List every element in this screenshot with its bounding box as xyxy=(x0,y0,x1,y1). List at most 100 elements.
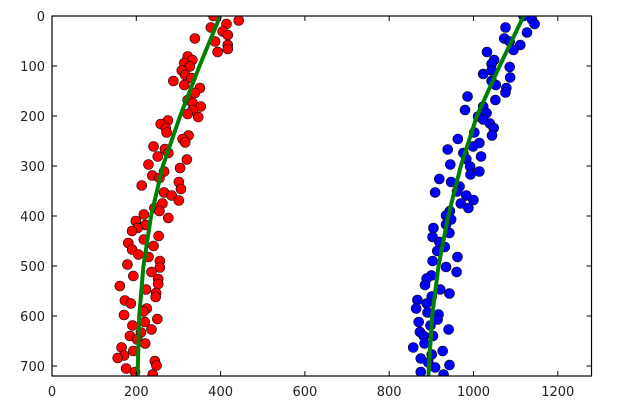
data-point xyxy=(148,240,159,252)
data-point xyxy=(451,266,462,278)
data-point xyxy=(468,194,479,206)
data-point xyxy=(179,137,191,148)
data-point xyxy=(486,130,498,141)
y-tick-label: 0 xyxy=(37,10,45,25)
data-point xyxy=(147,369,159,376)
data-point xyxy=(500,87,511,98)
x-tick-label: 600 xyxy=(292,385,317,400)
data-point xyxy=(114,280,126,292)
data-point xyxy=(481,46,493,58)
data-point xyxy=(429,362,441,373)
y-tick-label: 600 xyxy=(20,310,45,325)
data-point xyxy=(120,363,132,374)
x-tick-label: 0 xyxy=(48,385,56,400)
data-point xyxy=(208,16,219,22)
x-tick-label: 1000 xyxy=(457,385,490,400)
data-point xyxy=(504,72,516,83)
data-point xyxy=(127,320,138,331)
data-point xyxy=(154,205,165,217)
data-point xyxy=(437,345,449,357)
data-point xyxy=(452,251,463,263)
data-point xyxy=(434,173,445,185)
data-point xyxy=(233,16,245,26)
data-point xyxy=(529,18,540,30)
data-point xyxy=(112,352,124,364)
data-point xyxy=(415,366,427,376)
data-point xyxy=(459,104,471,116)
data-point xyxy=(154,262,166,273)
data-point xyxy=(136,180,148,191)
data-point xyxy=(150,291,161,303)
data-point xyxy=(174,162,186,174)
data-point xyxy=(504,61,516,73)
data-point xyxy=(189,33,201,44)
data-point xyxy=(133,249,144,260)
data-point xyxy=(442,144,454,155)
data-point xyxy=(521,27,533,38)
data-point xyxy=(452,133,464,145)
data-point xyxy=(429,187,441,198)
y-tick-label: 300 xyxy=(20,160,45,175)
data-point xyxy=(163,212,174,224)
data-point xyxy=(152,278,164,290)
data-point xyxy=(152,313,163,325)
data-point xyxy=(222,43,234,55)
fit-line-3 xyxy=(426,16,526,376)
data-point xyxy=(427,255,438,267)
data-point xyxy=(151,360,162,371)
data-point xyxy=(179,79,190,91)
data-point xyxy=(407,342,419,353)
data-point xyxy=(444,288,455,299)
y-tick-label: 400 xyxy=(20,210,45,225)
data-point xyxy=(474,166,485,177)
data-point xyxy=(462,91,473,102)
scatter-series-0 xyxy=(112,16,245,376)
data-point xyxy=(118,309,130,321)
data-point xyxy=(173,195,185,206)
data-point xyxy=(222,29,234,41)
y-tick-label: 200 xyxy=(20,110,45,125)
axes-frame xyxy=(51,15,593,377)
data-point xyxy=(161,127,172,138)
data-point xyxy=(500,22,511,33)
axis-ticks: 0 200 400 600 800 1000 1200 0 100 200 300 400 500 600… xyxy=(20,10,592,400)
data-point xyxy=(463,202,474,214)
plot-area xyxy=(112,16,540,376)
data-point xyxy=(419,279,431,291)
data-point xyxy=(148,141,159,152)
data-point xyxy=(421,298,432,309)
data-point xyxy=(440,261,452,273)
scatter-series-1 xyxy=(407,16,540,376)
data-point xyxy=(139,338,151,349)
data-point xyxy=(152,151,164,162)
data-point xyxy=(475,151,487,162)
data-point xyxy=(146,324,157,335)
x-tick-label: 1200 xyxy=(541,385,574,400)
data-point xyxy=(153,230,164,242)
y-tick-label: 500 xyxy=(20,260,45,275)
data-point xyxy=(438,369,449,376)
y-tick-label: 700 xyxy=(20,360,45,375)
data-point xyxy=(138,209,150,220)
data-point xyxy=(143,159,154,170)
data-point xyxy=(410,303,422,314)
data-point xyxy=(122,259,133,270)
data-point xyxy=(181,154,193,165)
data-point xyxy=(125,298,137,309)
data-point xyxy=(146,266,157,278)
data-point xyxy=(465,169,476,180)
data-point xyxy=(445,159,456,170)
data-point xyxy=(128,270,139,282)
data-point xyxy=(212,46,223,58)
x-tick-label: 400 xyxy=(208,385,233,400)
x-tick-label: 200 xyxy=(124,385,149,400)
data-point xyxy=(192,111,204,123)
data-point xyxy=(490,94,501,106)
y-tick-label: 100 xyxy=(20,60,45,75)
data-point xyxy=(444,359,455,371)
data-point xyxy=(175,183,187,195)
data-point xyxy=(419,338,430,349)
data-point xyxy=(428,222,439,234)
data-point xyxy=(443,324,454,335)
